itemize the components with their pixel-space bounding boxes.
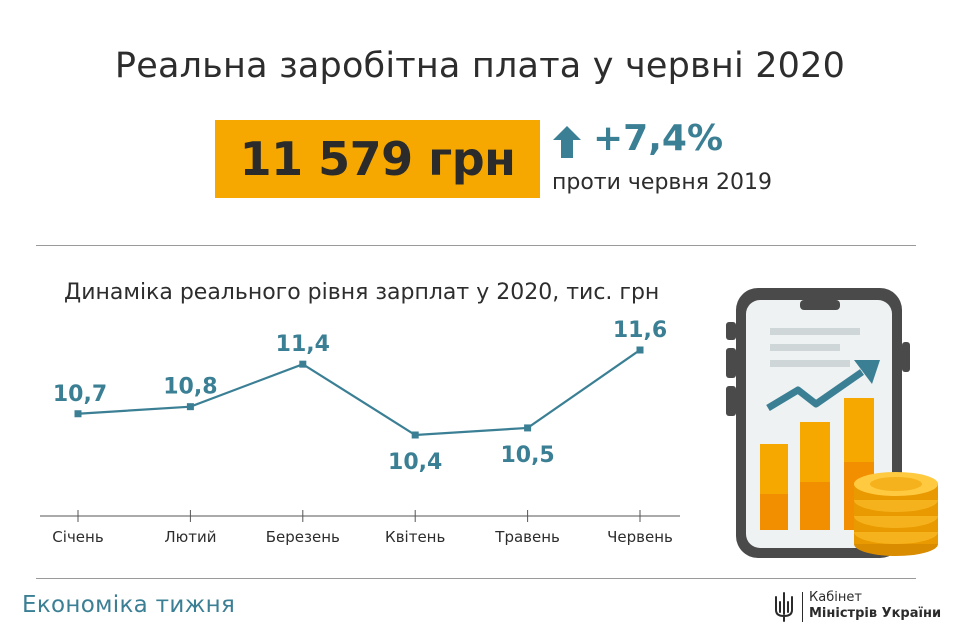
data-label: 10,4 [388, 450, 442, 475]
x-tick-label: Січень [52, 528, 103, 546]
data-point [524, 424, 532, 432]
x-tick-label: Березень [266, 528, 340, 546]
data-point [411, 431, 419, 439]
salary-amount-box: 11 579 грн [215, 120, 540, 198]
phone-growth-illustration [726, 288, 938, 558]
logo-text-line2: Міністрів України [809, 606, 942, 621]
chart-title: Динаміка реального рівня зарплат у 2020,… [64, 280, 660, 305]
data-point [636, 346, 644, 354]
data-label: 10,7 [53, 382, 107, 407]
data-label: 10,5 [500, 443, 554, 468]
coins-icon [854, 472, 938, 556]
salary-amount: 11 579 грн [239, 132, 516, 186]
data-label: 11,6 [613, 318, 667, 343]
data-point [186, 403, 194, 411]
x-tick-label: Червень [607, 528, 673, 546]
cabinet-logo: Кабінет Міністрів України [772, 588, 952, 632]
comparison-label: проти червня 2019 [552, 170, 772, 195]
x-tick-label: Квітень [385, 528, 445, 546]
trident-icon [775, 592, 793, 622]
top-divider [36, 245, 916, 246]
series-line [77, 349, 641, 437]
bar-graph-icon [760, 398, 874, 530]
change-percent: +7,4% [593, 118, 724, 159]
section-name: Економіка тижня [22, 592, 236, 618]
data-label: 10,8 [163, 375, 217, 400]
data-label: 11,4 [276, 332, 330, 357]
page-title: Реальна заробітна плата у червні 2020 [114, 46, 846, 86]
arrow-up-icon [553, 126, 581, 158]
growth-arrow-icon [766, 369, 864, 412]
salary-line-chart: 10,7 Січень 10,8 Лютий 11,4 Березень 10,4 Квіте… [40, 318, 680, 546]
chart-layer: 10,7 Січень 10,8 Лютий 11,4 Березень 10,4 Квіте… [52, 318, 673, 546]
data-point [299, 360, 307, 368]
logo-separator [802, 592, 803, 622]
logo-text-line1: Кабінет [809, 590, 862, 605]
x-tick-label: Травень [494, 528, 560, 546]
data-point [74, 410, 82, 418]
bottom-divider [36, 578, 916, 579]
x-tick-label: Лютий [164, 528, 216, 546]
